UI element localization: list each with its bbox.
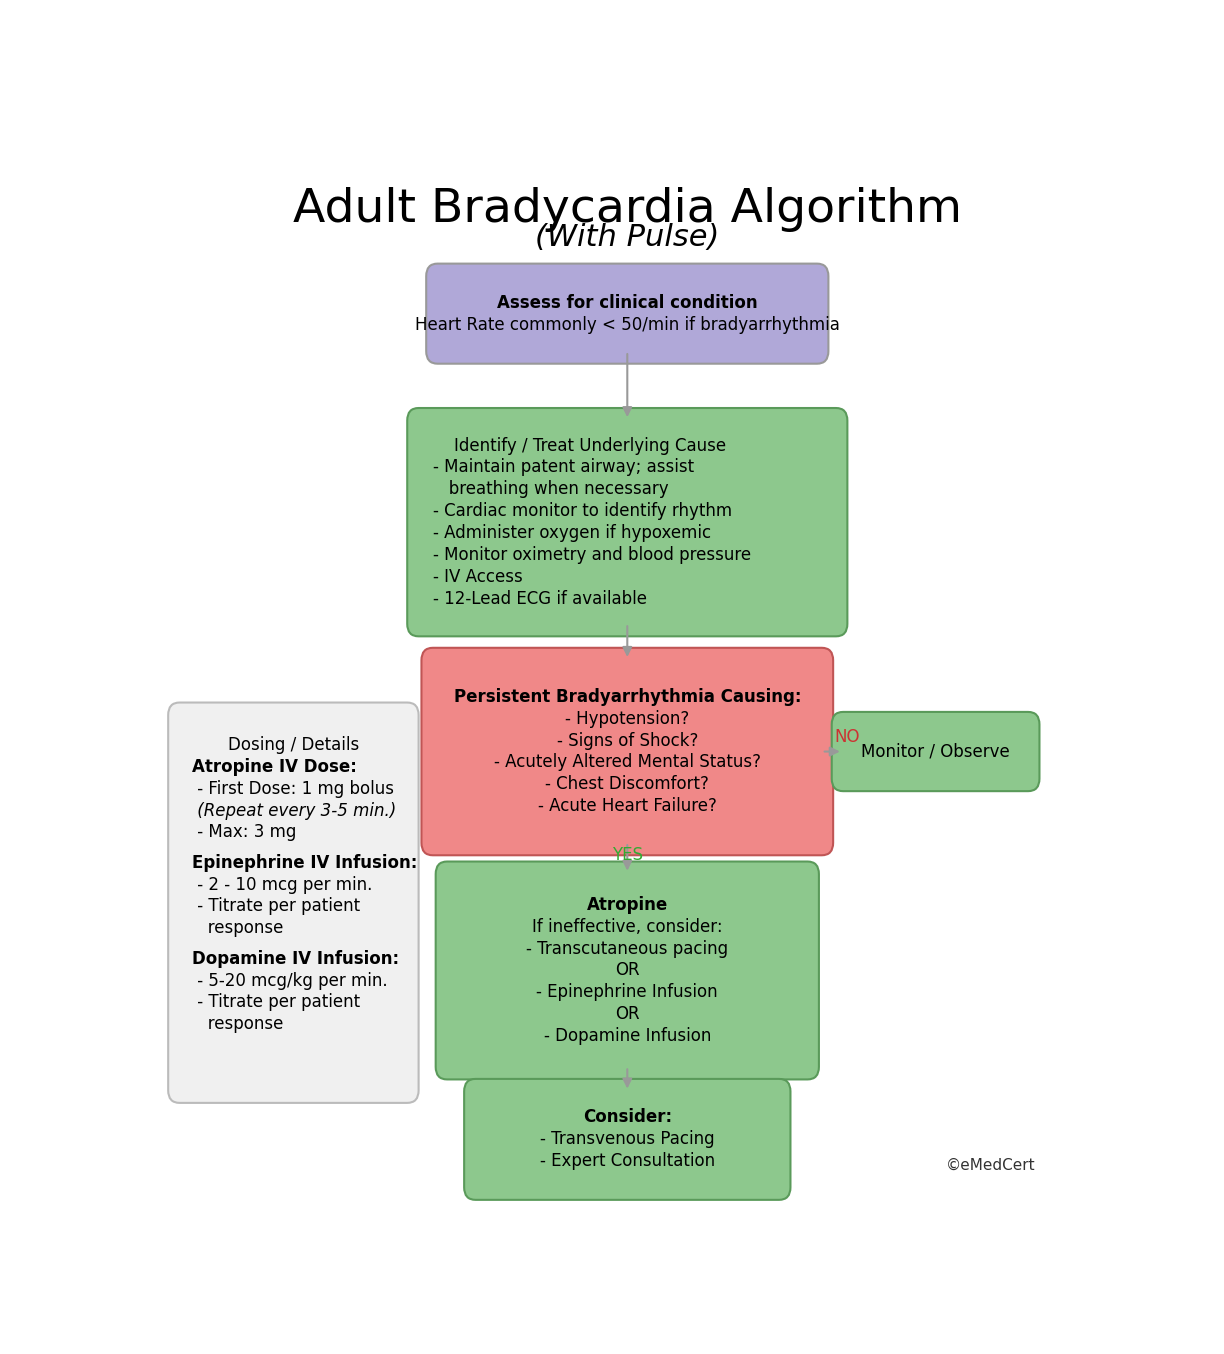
Text: - Titrate per patient: - Titrate per patient — [192, 898, 360, 915]
Text: - 5-20 mcg/kg per min.: - 5-20 mcg/kg per min. — [192, 972, 388, 990]
Text: - First Dose: 1 mg bolus: - First Dose: 1 mg bolus — [192, 780, 394, 798]
FancyBboxPatch shape — [168, 703, 419, 1104]
Text: Identify / Treat Underlying Cause: Identify / Treat Underlying Cause — [433, 436, 726, 455]
Text: - Administer oxygen if hypoxemic: - Administer oxygen if hypoxemic — [433, 524, 711, 542]
Text: - Acute Heart Failure?: - Acute Heart Failure? — [537, 798, 717, 815]
Text: OR: OR — [614, 1005, 640, 1024]
Text: - Hypotension?: - Hypotension? — [565, 709, 689, 727]
Text: - Cardiac monitor to identify rhythm: - Cardiac monitor to identify rhythm — [433, 502, 732, 520]
Text: Atropine: Atropine — [586, 896, 668, 914]
Text: - Transvenous Pacing: - Transvenous Pacing — [540, 1131, 715, 1148]
FancyBboxPatch shape — [426, 264, 829, 364]
FancyBboxPatch shape — [464, 1079, 791, 1200]
Text: YES: YES — [612, 846, 643, 864]
Text: Atropine IV Dose:: Atropine IV Dose: — [192, 758, 356, 776]
FancyBboxPatch shape — [436, 861, 819, 1079]
Text: response: response — [192, 919, 283, 937]
Text: - IV Access: - IV Access — [433, 567, 523, 586]
Text: - Signs of Shock?: - Signs of Shock? — [557, 731, 698, 750]
FancyBboxPatch shape — [408, 408, 847, 636]
Text: Dosing / Details: Dosing / Details — [228, 737, 359, 754]
Text: Heart Rate commonly < 50/min if bradyarrhythmia: Heart Rate commonly < 50/min if bradyarr… — [415, 315, 840, 333]
Text: - 12-Lead ECG if available: - 12-Lead ECG if available — [433, 590, 646, 608]
Text: Adult Bradycardia Algorithm: Adult Bradycardia Algorithm — [293, 187, 962, 232]
Text: Dopamine IV Infusion:: Dopamine IV Infusion: — [192, 949, 399, 968]
Text: response: response — [192, 1016, 283, 1033]
Text: Monitor / Observe: Monitor / Observe — [862, 742, 1010, 761]
Text: - Epinephrine Infusion: - Epinephrine Infusion — [536, 983, 718, 1002]
Text: - Monitor oximetry and blood pressure: - Monitor oximetry and blood pressure — [433, 546, 752, 565]
Text: If ineffective, consider:: If ineffective, consider: — [532, 918, 722, 936]
Text: - Acutely Altered Mental Status?: - Acutely Altered Mental Status? — [493, 753, 761, 772]
Text: (With Pulse): (With Pulse) — [535, 223, 720, 252]
Text: - Chest Discomfort?: - Chest Discomfort? — [546, 776, 709, 793]
Text: NO: NO — [834, 728, 859, 746]
Text: breathing when necessary: breathing when necessary — [433, 481, 668, 498]
Text: - 2 - 10 mcg per min.: - 2 - 10 mcg per min. — [192, 876, 372, 894]
Text: - Max: 3 mg: - Max: 3 mg — [192, 823, 296, 841]
Text: Persistent Bradyarrhythmia Causing:: Persistent Bradyarrhythmia Causing: — [454, 688, 800, 705]
Text: - Expert Consultation: - Expert Consultation — [540, 1152, 715, 1170]
Text: - Titrate per patient: - Titrate per patient — [192, 994, 360, 1011]
FancyBboxPatch shape — [421, 647, 834, 856]
Text: Consider:: Consider: — [583, 1109, 672, 1127]
Text: - Dopamine Infusion: - Dopamine Infusion — [543, 1028, 711, 1045]
Text: - Transcutaneous pacing: - Transcutaneous pacing — [526, 940, 728, 957]
FancyBboxPatch shape — [832, 712, 1039, 791]
Text: (Repeat every 3-5 min.): (Repeat every 3-5 min.) — [192, 802, 397, 819]
Text: Assess for clinical condition: Assess for clinical condition — [497, 294, 758, 311]
Text: OR: OR — [614, 961, 640, 979]
Text: Epinephrine IV Infusion:: Epinephrine IV Infusion: — [192, 854, 417, 872]
Text: - Maintain patent airway; assist: - Maintain patent airway; assist — [433, 459, 694, 477]
Text: ©eMedCert: ©eMedCert — [946, 1158, 1036, 1173]
